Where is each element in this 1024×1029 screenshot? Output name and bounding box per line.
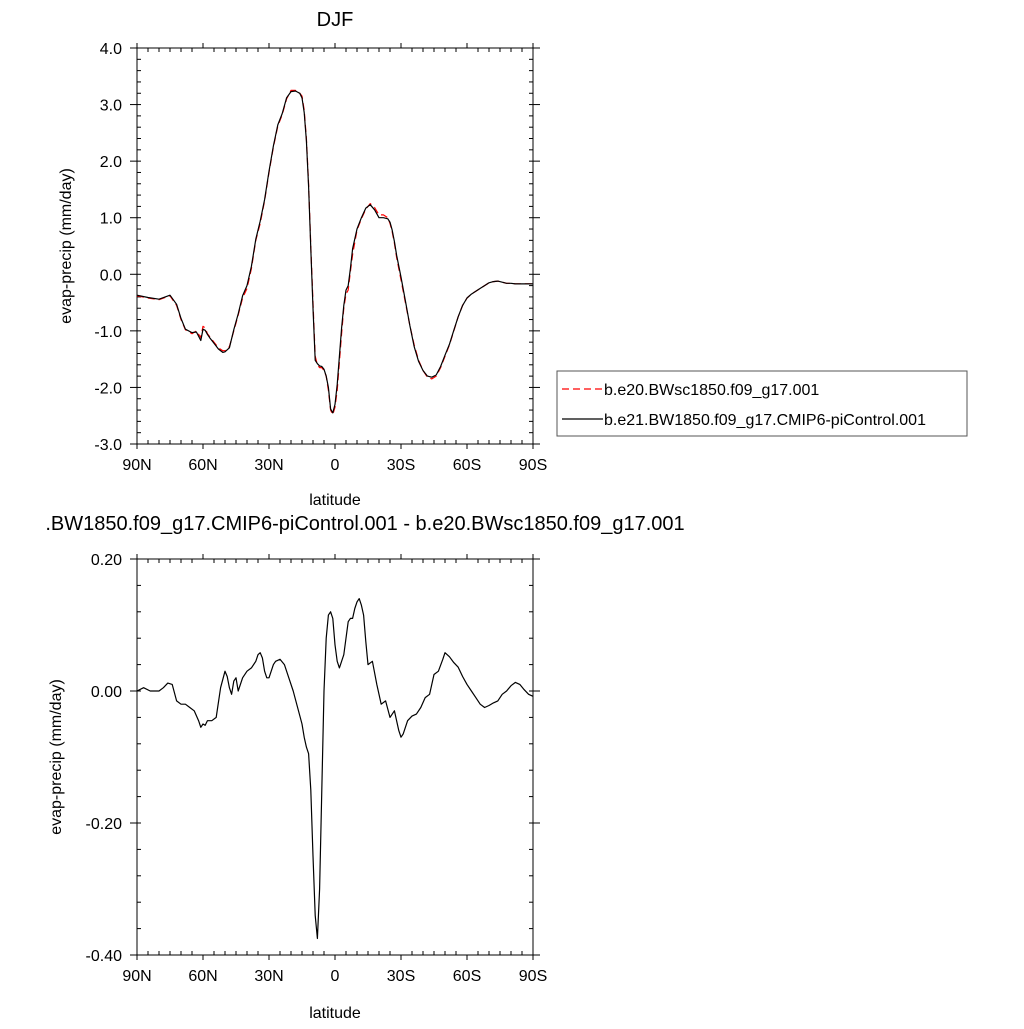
x-tick-label: 60S <box>453 968 481 985</box>
chart-title: DJF <box>317 9 354 31</box>
x-tick-label: 30S <box>387 457 415 474</box>
y-tick-label: 0.0 <box>100 267 122 284</box>
chart-difference: .BW1850.f09_g17.CMIP6-piControl.001 - b.… <box>45 513 684 1022</box>
series-line-0-0 <box>136 89 533 416</box>
x-tick-label: 30N <box>254 457 283 474</box>
x-tick-label: 60S <box>453 457 481 474</box>
y-tick-labels: -3.0 -2.0 -1.0 0.0 1.0 2.0 3.0 4.0 <box>94 41 122 454</box>
legend-label-bw1850: b.e21.BW1850.f09_g17.CMIP6-piControl.001 <box>604 412 926 429</box>
x-tick-label: 60N <box>188 457 217 474</box>
y-tick-label: 4.0 <box>100 41 122 58</box>
tick-marks <box>130 554 540 960</box>
x-tick-label: 90S <box>519 457 547 474</box>
series-lines <box>136 597 534 940</box>
x-axis-label: latitude <box>309 492 361 509</box>
chart-djf: DJF 90N 60N 30N 0 30S 60S 90S -3.0 -2.0 -1.0 0.0 1… <box>58 9 547 509</box>
y-tick-label: 2.0 <box>100 154 122 171</box>
y-tick-labels: -0.40 -0.20 0.00 0.20 <box>86 552 123 965</box>
x-tick-label: 30S <box>387 968 415 985</box>
y-tick-label: 1.0 <box>100 211 122 228</box>
y-tick-label: -2.0 <box>94 380 122 397</box>
y-tick-label: -3.0 <box>94 437 122 454</box>
plot-frame <box>136 558 534 956</box>
x-tick-label: 90S <box>519 968 547 985</box>
x-axis-label: latitude <box>309 1005 361 1022</box>
x-tick-label: 0 <box>331 968 340 985</box>
plot-frame <box>136 47 534 445</box>
series-line-1-0 <box>136 597 534 940</box>
x-tick-label: 30N <box>254 968 283 985</box>
chart-title: .BW1850.f09_g17.CMIP6-piControl.001 - b.… <box>45 513 684 535</box>
series-lines <box>136 89 533 416</box>
y-tick-label: 0.00 <box>91 684 122 701</box>
y-tick-label: -0.20 <box>86 816 123 833</box>
x-tick-label: 90N <box>122 457 151 474</box>
tick-marks <box>130 43 540 449</box>
x-tick-labels: 90N 60N 30N 0 30S 60S 90S <box>122 968 547 985</box>
x-tick-label: 0 <box>331 457 340 474</box>
y-tick-label: 0.20 <box>91 552 122 569</box>
y-tick-label: -0.40 <box>86 948 123 965</box>
legend: b.e20.BWsc1850.f09_g17.001 b.e21.BW1850.… <box>556 370 968 437</box>
legend-label-bwsc1850: b.e20.BWsc1850.f09_g17.001 <box>604 382 819 399</box>
series-line-0-1 <box>136 90 533 414</box>
x-tick-labels: 90N 60N 30N 0 30S 60S 90S <box>122 457 547 474</box>
legend-box <box>556 370 968 437</box>
y-axis-label: evap-precip (mm/day) <box>58 168 75 324</box>
y-tick-label: -1.0 <box>94 324 122 341</box>
y-axis-label: evap-precip (mm/day) <box>48 679 65 835</box>
y-tick-label: 3.0 <box>100 98 122 115</box>
x-tick-label: 90N <box>122 968 151 985</box>
x-tick-label: 60N <box>188 968 217 985</box>
